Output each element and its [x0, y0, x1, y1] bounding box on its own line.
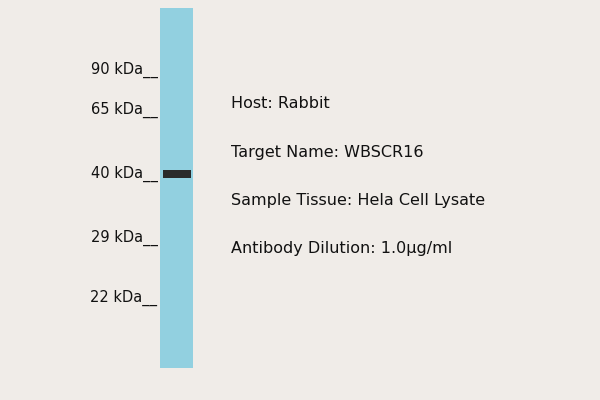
Text: 40 kDa__: 40 kDa__	[91, 166, 157, 182]
Text: Antibody Dilution: 1.0µg/ml: Antibody Dilution: 1.0µg/ml	[231, 240, 452, 256]
Bar	[163, 170, 191, 178]
Text: 22 kDa__: 22 kDa__	[91, 290, 157, 306]
Text: Host: Rabbit: Host: Rabbit	[231, 96, 330, 112]
Bar	[160, 8, 193, 368]
Text: 65 kDa__: 65 kDa__	[91, 102, 157, 118]
Text: 90 kDa__: 90 kDa__	[91, 62, 157, 78]
Text: Sample Tissue: Hela Cell Lysate: Sample Tissue: Hela Cell Lysate	[231, 192, 485, 208]
Text: 29 kDa__: 29 kDa__	[91, 230, 157, 246]
Text: Target Name: WBSCR16: Target Name: WBSCR16	[231, 144, 424, 160]
